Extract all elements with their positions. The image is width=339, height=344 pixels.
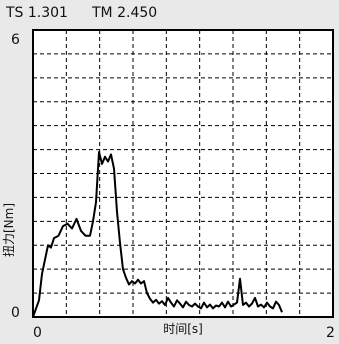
series-line (32, 151, 283, 318)
ts-readout: TS 1.301 (5, 5, 68, 21)
grid-lines (33, 30, 333, 317)
tm-readout: TM 2.450 (91, 5, 157, 21)
y-axis-label: 扭力[Nm] (2, 203, 16, 257)
x-tick-label-max: 2 (326, 325, 335, 341)
y-tick-label-min: 0 (11, 305, 20, 321)
y-tick-label-max: 6 (11, 32, 20, 48)
x-tick-label-min: 0 (33, 325, 42, 341)
x-axis-label: 时间[s] (163, 322, 203, 336)
